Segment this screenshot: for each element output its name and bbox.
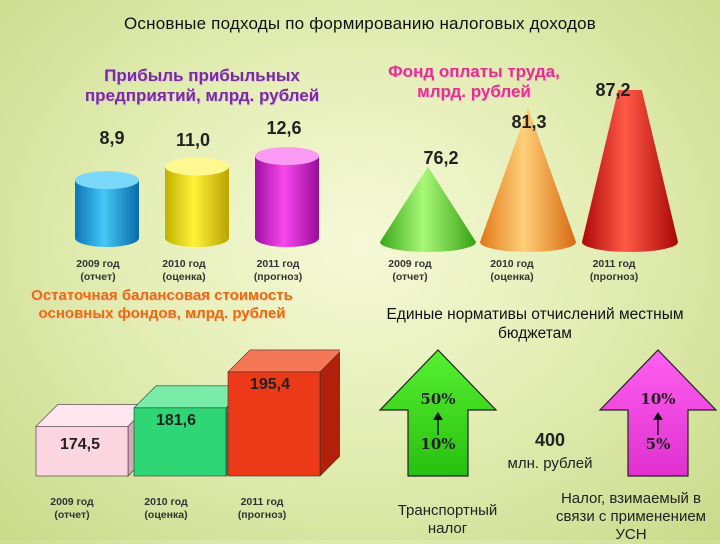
usn-tax-from: 5% — [645, 435, 671, 453]
transport-tax-to: 50% — [420, 390, 456, 408]
chart-1-category-2010: 2010 год (оценка) — [162, 258, 206, 283]
chart-1-category-2009: 2009 год (отчет) — [76, 258, 120, 283]
chart-1-title: Прибыль прибыльных предприятий, млрд. ру… — [84, 66, 320, 105]
chart-1-bar-2 — [255, 156, 319, 247]
transport-tax-from: 10% — [420, 435, 456, 453]
chart-3-category-2011: 2011 год (прогноз) — [237, 496, 287, 521]
chart-2-bar-0 — [380, 166, 476, 252]
chart-2-plot — [380, 90, 678, 252]
chart-1-plot — [75, 147, 319, 247]
chart-1-bar-top-1 — [165, 157, 229, 176]
chart-2-bar-2 — [582, 90, 678, 252]
chart-1-value-2011: 12,6 — [266, 118, 302, 138]
chart-3-value-2009: 174,5 — [59, 436, 101, 453]
chart-3-category-2010: 2010 год (оценка) — [144, 496, 188, 521]
chart-1-bar-top-0 — [75, 171, 139, 190]
chart-1-value-2010: 11,0 — [175, 130, 211, 150]
usn-tax-to: 10% — [640, 390, 676, 408]
chart-2-value-2009: 76,2 — [423, 148, 459, 168]
chart-1-category-2011: 2011 год (прогноз) — [253, 258, 303, 283]
chart-3-bar-1 — [133, 407, 227, 477]
chart-3-plot — [35, 349, 340, 477]
chart-2-bar-1 — [480, 108, 576, 252]
chart-2-value-2011: 87,2 — [595, 80, 631, 100]
norms-arrows — [378, 349, 718, 477]
chart-1-bar-top-2 — [255, 147, 319, 166]
chart-2-title: Фонд оплаты труда, млрд. рублей — [388, 62, 560, 101]
page-title: Основные подходы по формированию налогов… — [123, 14, 596, 33]
chart-1-bar-1 — [165, 166, 229, 247]
chart-3-bar-0 — [35, 426, 129, 477]
chart-3-category-2009: 2009 год (отчет) — [50, 496, 94, 521]
chart-1-bar-0 — [75, 180, 139, 247]
chart-3-value-2011: 195,4 — [249, 376, 291, 393]
norms-amount: 400 — [534, 430, 566, 450]
chart-2-value-2010: 81,3 — [511, 112, 547, 132]
chart-1-value-2009: 8,9 — [99, 128, 125, 148]
norms-title: Единые нормативы отчислений местным бюдж… — [386, 306, 684, 342]
usn-tax-label: Налог, взимаемый в связи с применением У… — [556, 490, 706, 543]
chart-2-category-2011: 2011 год (прогноз) — [589, 258, 639, 283]
transport-tax-label: Транспортный налог — [397, 502, 498, 537]
chart-3-bar-top-2 — [227, 349, 340, 373]
norms-amount-unit: млн. рублей — [507, 455, 593, 472]
chart-3-value-2010: 181,6 — [155, 412, 197, 429]
chart-2-category-2010: 2010 год (оценка) — [490, 258, 534, 283]
chart-3-title: Остаточная балансовая стоимость основных… — [31, 287, 293, 322]
chart-2-category-2009: 2009 год (отчет) — [388, 258, 432, 283]
chart-3-bar-2 — [227, 371, 321, 477]
